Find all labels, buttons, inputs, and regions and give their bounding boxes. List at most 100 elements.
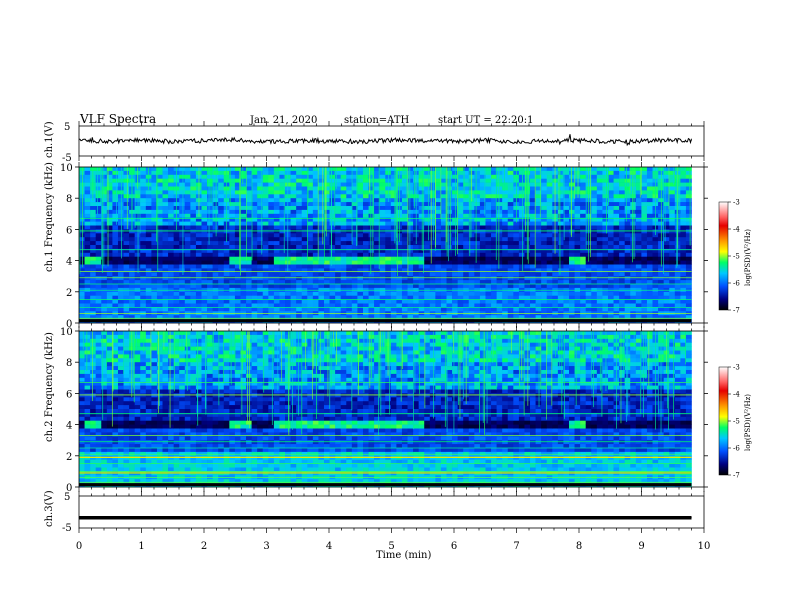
spec-cell bbox=[296, 315, 303, 320]
spec-cell bbox=[368, 167, 375, 172]
spec-cell bbox=[591, 186, 598, 191]
spec-cell bbox=[95, 358, 102, 363]
spec-cell bbox=[418, 303, 425, 308]
spec-cell bbox=[680, 206, 687, 211]
spec-cell bbox=[557, 178, 564, 183]
spec-cell bbox=[251, 198, 258, 203]
wave-point bbox=[234, 139, 236, 141]
spec-cell bbox=[401, 206, 408, 211]
spec-cell bbox=[669, 237, 676, 242]
spec-cell bbox=[296, 221, 303, 226]
spec-cell bbox=[346, 225, 353, 230]
spec-cell bbox=[552, 256, 559, 261]
spec-cell bbox=[491, 303, 497, 308]
spec-cell bbox=[84, 412, 91, 418]
spec-cell bbox=[257, 190, 264, 195]
spec-cell bbox=[569, 245, 575, 250]
spec-cell bbox=[95, 397, 102, 402]
spec-cell bbox=[530, 241, 536, 246]
spec-cell bbox=[106, 264, 113, 269]
spec-cell bbox=[145, 315, 152, 320]
spec-cell bbox=[229, 178, 236, 183]
spec-cell bbox=[106, 420, 113, 425]
spec-cell bbox=[530, 233, 536, 238]
spec-cell bbox=[229, 299, 236, 304]
spec-cell bbox=[641, 303, 648, 308]
spec-cell bbox=[368, 272, 375, 277]
ch1-waveform-trace bbox=[78, 134, 692, 147]
spec-cell bbox=[646, 268, 653, 273]
spec-cell bbox=[641, 299, 648, 304]
spec-cell bbox=[218, 206, 225, 211]
spec-cell bbox=[240, 221, 247, 226]
spec-cell bbox=[346, 295, 353, 300]
spec-cell bbox=[151, 233, 158, 238]
spec-cell bbox=[145, 248, 152, 254]
spec-cell bbox=[301, 280, 308, 285]
spec-cell bbox=[145, 264, 152, 269]
spec-cell bbox=[329, 225, 336, 230]
spec-cell bbox=[212, 284, 219, 289]
spec-cell bbox=[240, 174, 247, 179]
spec-cell bbox=[452, 186, 458, 191]
spec-cell bbox=[117, 436, 124, 441]
spec-cell bbox=[184, 190, 191, 195]
spec-cell bbox=[307, 225, 314, 230]
spec-cell bbox=[79, 331, 85, 336]
spec-cell bbox=[385, 260, 392, 265]
spec-cell bbox=[385, 276, 392, 281]
spec-cell bbox=[162, 229, 169, 234]
spec-cell bbox=[541, 280, 548, 285]
spec-cell bbox=[685, 186, 692, 191]
spec-cell bbox=[273, 186, 280, 191]
spec-cell bbox=[485, 194, 492, 199]
spec-cell bbox=[240, 198, 247, 203]
spec-cell bbox=[357, 233, 364, 238]
spec-cell bbox=[619, 256, 625, 261]
spec-cell bbox=[279, 276, 286, 281]
spec-cell bbox=[680, 186, 687, 191]
spec-cell bbox=[84, 315, 91, 320]
spec-cell bbox=[240, 209, 247, 215]
spec-cell bbox=[123, 221, 130, 226]
spec-cell bbox=[112, 334, 119, 340]
spec-cell bbox=[156, 276, 163, 281]
spec-cell bbox=[357, 272, 364, 277]
spec-cell bbox=[452, 209, 458, 215]
spec-cell bbox=[123, 248, 130, 254]
spec-cell bbox=[212, 260, 219, 265]
spec-cell bbox=[619, 213, 625, 218]
spec-cell bbox=[301, 284, 308, 289]
spec-cell bbox=[168, 225, 174, 230]
spec-cell bbox=[541, 248, 548, 254]
spec-cell bbox=[424, 178, 431, 183]
spec-cell bbox=[101, 346, 108, 351]
spec-cell bbox=[602, 213, 609, 218]
spec-cell bbox=[257, 280, 264, 285]
spec-cell bbox=[351, 202, 358, 207]
spec-cell bbox=[301, 229, 308, 234]
spec-cell bbox=[607, 167, 614, 172]
spec-cell bbox=[112, 256, 119, 261]
spec-cell bbox=[474, 291, 481, 296]
spec-cell bbox=[218, 225, 225, 230]
spec-cell bbox=[117, 272, 124, 277]
spec-cell bbox=[669, 186, 676, 191]
spec-cell bbox=[212, 225, 219, 230]
spec-cell bbox=[279, 178, 286, 183]
spec-cell bbox=[396, 303, 403, 308]
spec-cell bbox=[513, 237, 520, 242]
spec-cell bbox=[106, 440, 113, 445]
spec-cell bbox=[207, 260, 213, 265]
spec-cell bbox=[557, 194, 564, 199]
spec-cell bbox=[491, 213, 497, 218]
spec-cell bbox=[546, 252, 553, 257]
spec-cell bbox=[574, 280, 581, 285]
spec-cell bbox=[496, 307, 503, 312]
spec-cell bbox=[624, 217, 631, 222]
spec-cell bbox=[518, 252, 525, 257]
spec-cell bbox=[156, 307, 163, 312]
spec-cell bbox=[429, 206, 436, 211]
spec-cell bbox=[168, 206, 174, 211]
spec-cell bbox=[112, 381, 119, 386]
